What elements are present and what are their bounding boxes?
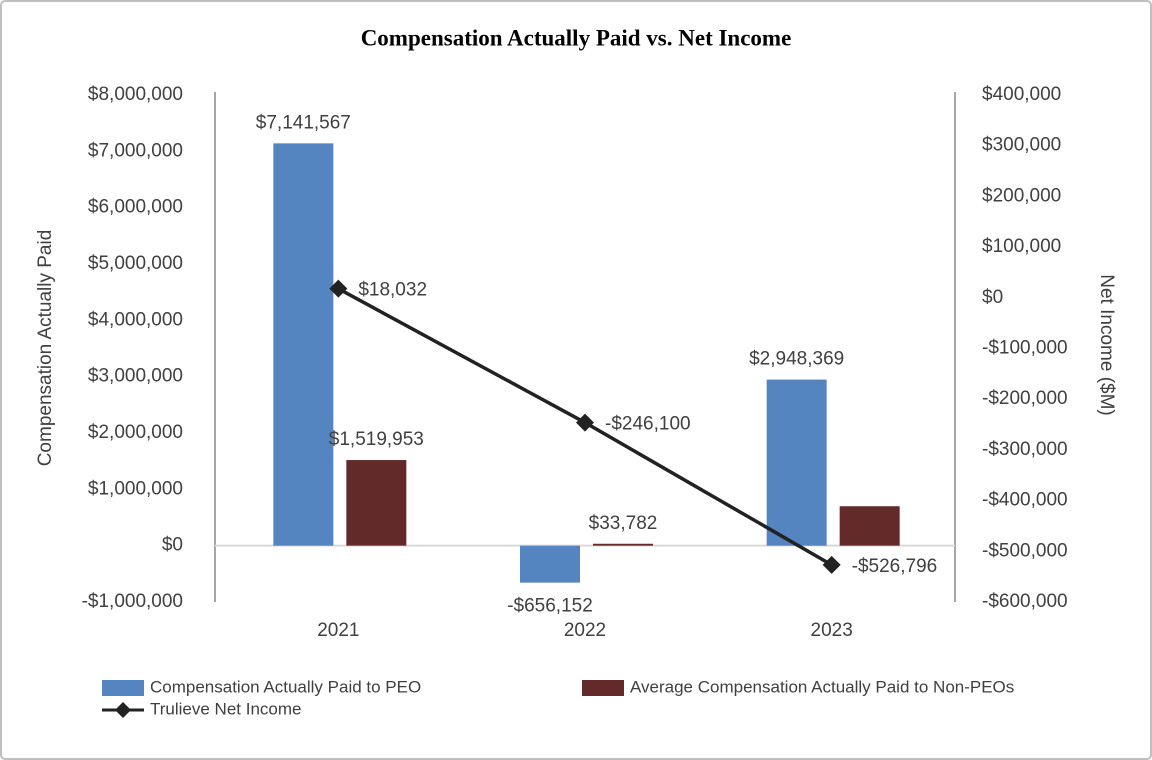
bar	[346, 460, 407, 546]
data-label: $18,032	[358, 280, 427, 301]
y2-tick-label: -$500,000	[982, 540, 1068, 561]
y2-tick-label: $300,000	[982, 135, 1061, 156]
y-tick-label: $4,000,000	[88, 309, 183, 330]
y-axis-label: Compensation Actually Paid	[35, 230, 56, 467]
line-marker	[576, 413, 594, 432]
bar	[520, 545, 580, 583]
y2-tick-label: $200,000	[982, 185, 1061, 206]
data-label: -$246,100	[605, 414, 691, 435]
x-tick-label: 2022	[564, 620, 606, 641]
legend-marker	[115, 702, 131, 718]
y-tick-label: $7,000,000	[88, 140, 183, 161]
line-marker	[329, 279, 348, 298]
data-label: -$526,796	[852, 556, 938, 577]
y2-tick-label: $0	[982, 287, 1003, 308]
y2-tick-label: -$300,000	[982, 439, 1068, 460]
y-tick-label: $1,000,000	[88, 478, 183, 499]
legend-label: Trulieve Net Income	[150, 699, 301, 718]
legend-swatch	[582, 680, 624, 696]
bar	[273, 143, 334, 546]
y-tick-label: $6,000,000	[88, 197, 183, 218]
y2-tick-label: $400,000	[982, 84, 1061, 105]
y2-axis-label: Net Income ($M)	[1096, 274, 1117, 415]
bar	[593, 543, 653, 546]
data-label: $1,519,953	[329, 429, 424, 450]
y-tick-label: $3,000,000	[88, 366, 183, 387]
data-label: $2,948,369	[749, 349, 844, 370]
bar	[839, 506, 900, 546]
x-tick-label: 2021	[317, 620, 359, 641]
y2-tick-label: $100,000	[982, 236, 1061, 257]
y2-tick-label: -$400,000	[982, 490, 1068, 511]
y-tick-label: $8,000,000	[88, 84, 183, 105]
data-label: $33,782	[589, 513, 658, 534]
data-label: -$656,152	[507, 596, 593, 617]
x-tick-label: 2023	[811, 620, 853, 641]
y-tick-label: $0	[162, 535, 183, 556]
legend-swatch	[102, 680, 144, 696]
y-tick-label: $2,000,000	[88, 422, 183, 443]
data-label: $7,141,567	[256, 112, 351, 133]
y2-tick-label: -$200,000	[982, 388, 1068, 409]
legend-label: Average Compensation Actually Paid to No…	[630, 677, 1014, 696]
chart-title: Compensation Actually Paid vs. Net Incom…	[361, 25, 792, 50]
bar	[766, 379, 827, 546]
y2-tick-label: -$600,000	[982, 591, 1068, 612]
y-tick-label: -$1,000,000	[82, 591, 183, 612]
y-tick-label: $5,000,000	[88, 253, 183, 274]
y2-tick-label: -$100,000	[982, 338, 1068, 359]
line-marker	[822, 555, 841, 574]
legend-label: Compensation Actually Paid to PEO	[150, 677, 421, 696]
